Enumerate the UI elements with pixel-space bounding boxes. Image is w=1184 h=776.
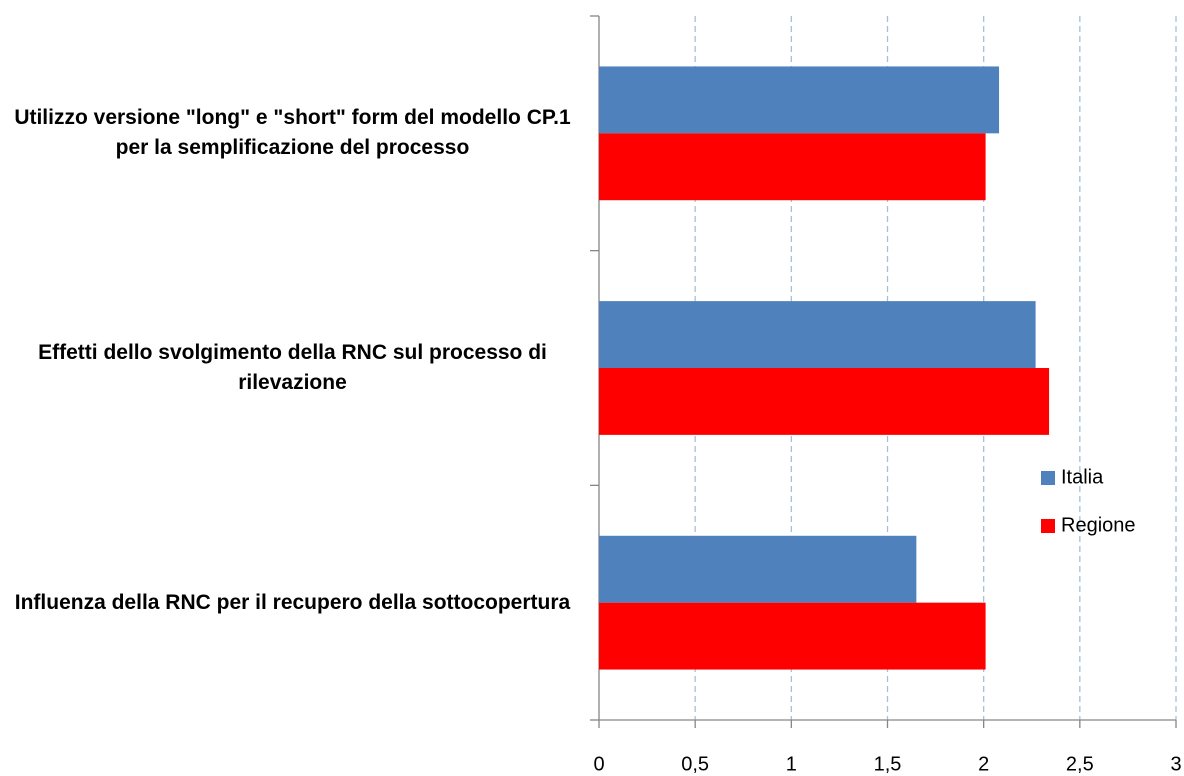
bar <box>599 66 1000 134</box>
category-label: Influenza della RNC per il recupero dell… <box>14 590 571 614</box>
bar <box>599 133 986 201</box>
bar <box>599 301 1036 368</box>
category-label: Effetti dello svolgimento della RNC sul … <box>38 341 547 394</box>
bar <box>599 535 917 603</box>
category-label: Utilizzo versione "long" e "short" form … <box>14 106 571 160</box>
x-tick-label: 0,5 <box>681 753 709 775</box>
x-tick-label: 1 <box>786 753 797 775</box>
bar <box>599 602 986 670</box>
x-tick-label: 1,5 <box>874 753 902 775</box>
x-tick-label: 3 <box>1170 753 1181 775</box>
x-tick-label: 2 <box>978 753 989 775</box>
bar <box>599 368 1050 435</box>
legend-swatch <box>1041 519 1055 533</box>
x-tick-label: 2,5 <box>1066 753 1094 775</box>
legend-label: Regione <box>1061 514 1136 536</box>
legend-label: Italia <box>1061 466 1104 488</box>
x-tick-label: 0 <box>593 753 604 775</box>
legend-swatch <box>1041 471 1055 485</box>
